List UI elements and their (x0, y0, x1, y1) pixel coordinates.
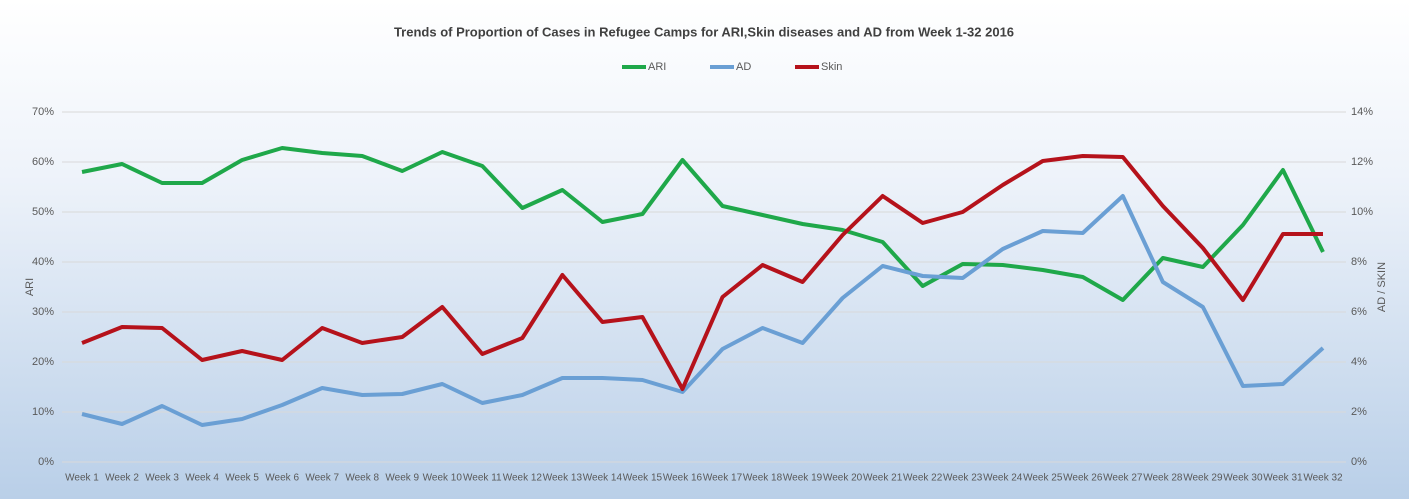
x-tick-label: Week 10 (423, 473, 463, 484)
x-tick-label: Week 7 (305, 473, 339, 484)
legend-label: Skin (821, 61, 842, 73)
x-tick-label: Week 9 (385, 473, 419, 484)
y2-tick-label: 0% (1351, 456, 1367, 468)
y2-axis-label: AD / SKIN (1376, 262, 1388, 312)
chart-title: Trends of Proportion of Cases in Refugee… (394, 24, 1014, 39)
series-line (81, 194, 1325, 427)
x-tick-label: Week 3 (145, 473, 179, 484)
x-tick-label: Week 19 (783, 473, 823, 484)
y-tick-label: 60% (32, 156, 54, 168)
x-tick-label: Week 26 (1063, 473, 1103, 484)
x-tick-label: Week 30 (1223, 473, 1263, 484)
y2-tick-label: 4% (1351, 356, 1367, 368)
x-tick-label: Week 1 (65, 473, 99, 484)
x-tick-label: Week 32 (1303, 473, 1343, 484)
x-tick-label: Week 13 (543, 473, 583, 484)
y-tick-label: 50% (32, 206, 54, 218)
x-tick-label: Week 23 (943, 473, 983, 484)
series-line (81, 146, 1325, 302)
y2-tick-label: 6% (1351, 306, 1367, 318)
x-tick-label: Week 24 (983, 473, 1023, 484)
x-tick-label: Week 2 (105, 473, 139, 484)
x-tick-label: Week 25 (1023, 473, 1063, 484)
y2-tick-label: 2% (1351, 406, 1367, 418)
x-tick-label: Week 17 (703, 473, 743, 484)
y-tick-label: 30% (32, 306, 54, 318)
y-axis-label: ARI (24, 278, 36, 296)
y2-tick-label: 8% (1351, 256, 1367, 268)
legend-label: ARI (648, 61, 666, 73)
x-tick-label: Week 16 (663, 473, 703, 484)
x-tick-label: Week 27 (1103, 473, 1143, 484)
x-tick-label: Week 31 (1263, 473, 1303, 484)
x-tick-label: Week 28 (1143, 473, 1183, 484)
x-tick-label: Week 5 (225, 473, 259, 484)
x-tick-label: Week 29 (1183, 473, 1223, 484)
x-tick-label: Week 4 (185, 473, 219, 484)
x-tick-label: Week 12 (503, 473, 543, 484)
x-tick-label: Week 22 (903, 473, 943, 484)
x-tick-label: Week 15 (623, 473, 663, 484)
y2-tick-label: 14% (1351, 106, 1373, 118)
x-tick-label: Week 8 (345, 473, 379, 484)
y-tick-label: 70% (32, 106, 54, 118)
y-tick-label: 40% (32, 256, 54, 268)
y-tick-label: 0% (38, 456, 54, 468)
y2-tick-label: 10% (1351, 206, 1373, 218)
series-line (81, 154, 1323, 391)
x-tick-label: Week 14 (583, 473, 623, 484)
y-tick-label: 20% (32, 356, 54, 368)
y-tick-label: 10% (32, 406, 54, 418)
x-tick-label: Week 20 (823, 473, 863, 484)
x-tick-label: Week 21 (863, 473, 903, 484)
x-tick-label: Week 18 (743, 473, 783, 484)
legend-label: AD (736, 61, 751, 73)
x-tick-label: Week 6 (265, 473, 299, 484)
y2-tick-label: 12% (1351, 156, 1373, 168)
x-tick-label: Week 11 (463, 473, 502, 484)
